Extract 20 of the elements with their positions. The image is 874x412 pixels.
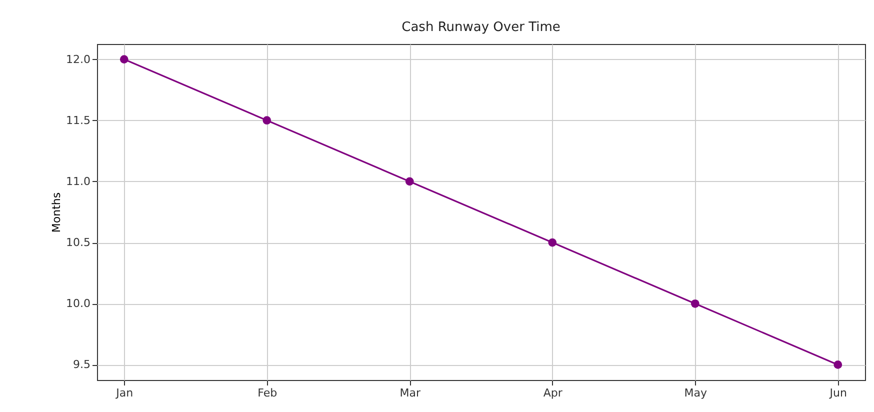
x-tick-label: Feb: [258, 386, 278, 400]
y-tick-label: 10.5: [66, 236, 90, 250]
x-tick-label: Mar: [400, 386, 421, 400]
y-tick-label: 11.5: [66, 114, 90, 127]
chart-title: Cash Runway Over Time: [402, 20, 560, 35]
y-tick-label: 12.0: [66, 52, 90, 66]
x-tick-label: May: [684, 386, 708, 400]
x-tick-label: Jun: [828, 386, 847, 400]
point: [120, 55, 128, 64]
y-tick-label: 11.0: [66, 174, 90, 188]
y-tick-label: 10.0: [66, 297, 90, 310]
y-tick-label: 9.5: [73, 358, 90, 372]
x-tick-label: Jan: [115, 386, 134, 400]
y-axis-title: Months: [50, 192, 64, 233]
point: [690, 299, 700, 308]
x-tick-label: Apr: [543, 386, 563, 400]
point: [548, 238, 557, 247]
point: [405, 177, 414, 186]
point: [262, 116, 272, 125]
point: [834, 360, 842, 369]
